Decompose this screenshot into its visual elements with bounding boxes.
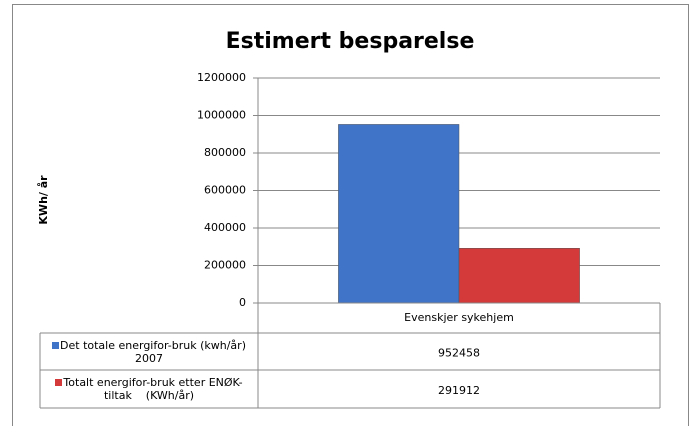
legend-entry: Totalt energifor-bruk etter ENØK-tiltak …: [40, 370, 258, 408]
bar: [458, 248, 580, 304]
y-tick-label: 1000000: [197, 109, 246, 122]
legend-label: Totalt energifor-bruk etter ENØK-tiltak …: [63, 376, 243, 402]
legend-cell: Det totale energifor-bruk (kwh/år) 2007: [40, 333, 258, 370]
y-tick-label: 800000: [204, 146, 246, 159]
legend-text-wrap: Det totale energifor-bruk (kwh/år) 2007: [42, 339, 256, 365]
legend-swatch: [55, 379, 63, 386]
bar: [338, 124, 460, 304]
chart-title: Estimert besparelse: [226, 29, 475, 54]
legend-cell: Totalt energifor-bruk etter ENØK-tiltak …: [40, 370, 258, 408]
legend-entry: Det totale energifor-bruk (kwh/år) 2007: [40, 333, 258, 370]
y-tick-label: 600000: [204, 184, 246, 197]
table-value: 291912: [438, 384, 480, 397]
legend-text-wrap: Totalt energifor-bruk etter ENØK-tiltak …: [42, 376, 256, 402]
legend-swatch: [52, 341, 60, 349]
legend-label: Det totale energifor-bruk (kwh/år) 2007: [60, 338, 250, 365]
y-axis-label: KWh/ år: [37, 175, 50, 225]
y-tick-label: 0: [239, 296, 246, 309]
y-tick-label: 200000: [204, 259, 246, 272]
x-tick-label: Evenskjer sykehjem: [404, 311, 514, 324]
y-tick-label: 400000: [204, 221, 246, 234]
y-tick-label: 1200000: [197, 71, 246, 84]
table-value: 952458: [438, 347, 480, 360]
